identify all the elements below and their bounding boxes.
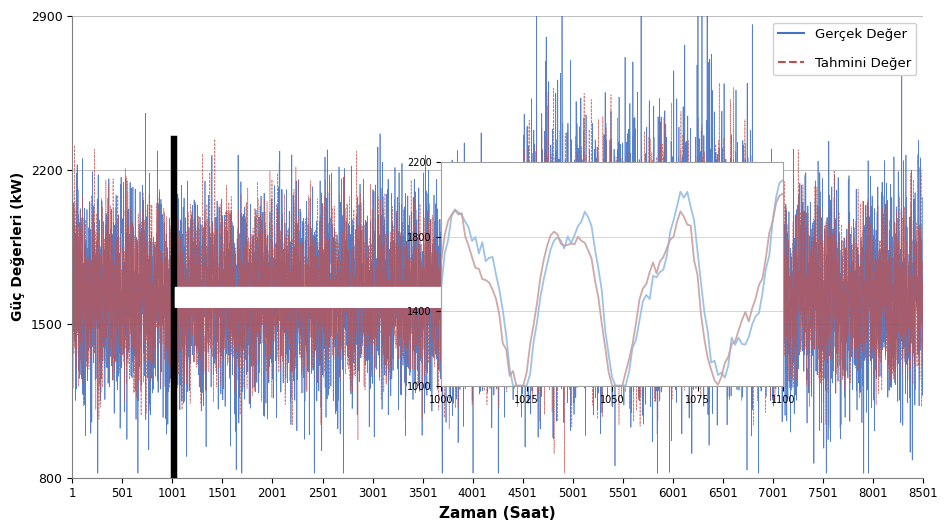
- Gerçek Değer: [349, 338, 361, 345]
- Gerçek Değer: [888, 297, 900, 303]
- Gerçek Değer: [92, 470, 103, 477]
- Gerçek Değer: [464, 255, 475, 261]
- Tahmini Değer: [776, 288, 788, 295]
- Gerçek Değer: [918, 305, 929, 312]
- Tahmini Değer: [293, 317, 305, 323]
- Tahmini Değer: [346, 388, 358, 395]
- Line: Tahmini Değer: Tahmini Değer: [72, 83, 923, 473]
- X-axis label: Zaman (Saat): Zaman (Saat): [439, 506, 556, 521]
- Tahmini Değer: [714, 80, 725, 86]
- Tahmini Değer: [349, 285, 361, 292]
- Gerçek Değer: [66, 338, 78, 345]
- Y-axis label: Güç Değerleri (kW): Güç Değerleri (kW): [11, 172, 25, 321]
- Tahmini Değer: [464, 362, 475, 369]
- FancyArrow shape: [176, 279, 462, 316]
- Gerçek Değer: [293, 201, 305, 207]
- Gerçek Değer: [346, 387, 358, 393]
- Line: Gerçek Değer: Gerçek Değer: [72, 5, 923, 473]
- Tahmini Değer: [559, 470, 570, 477]
- Tahmini Değer: [888, 313, 900, 320]
- Tahmini Değer: [918, 283, 929, 289]
- Gerçek Değer: [776, 326, 788, 332]
- Gerçek Değer: [530, 2, 542, 9]
- Legend: Gerçek Değer, Tahmini Değer: Gerçek Değer, Tahmini Değer: [772, 23, 917, 75]
- Bar: [173, 137, 176, 478]
- Tahmini Değer: [66, 298, 78, 305]
